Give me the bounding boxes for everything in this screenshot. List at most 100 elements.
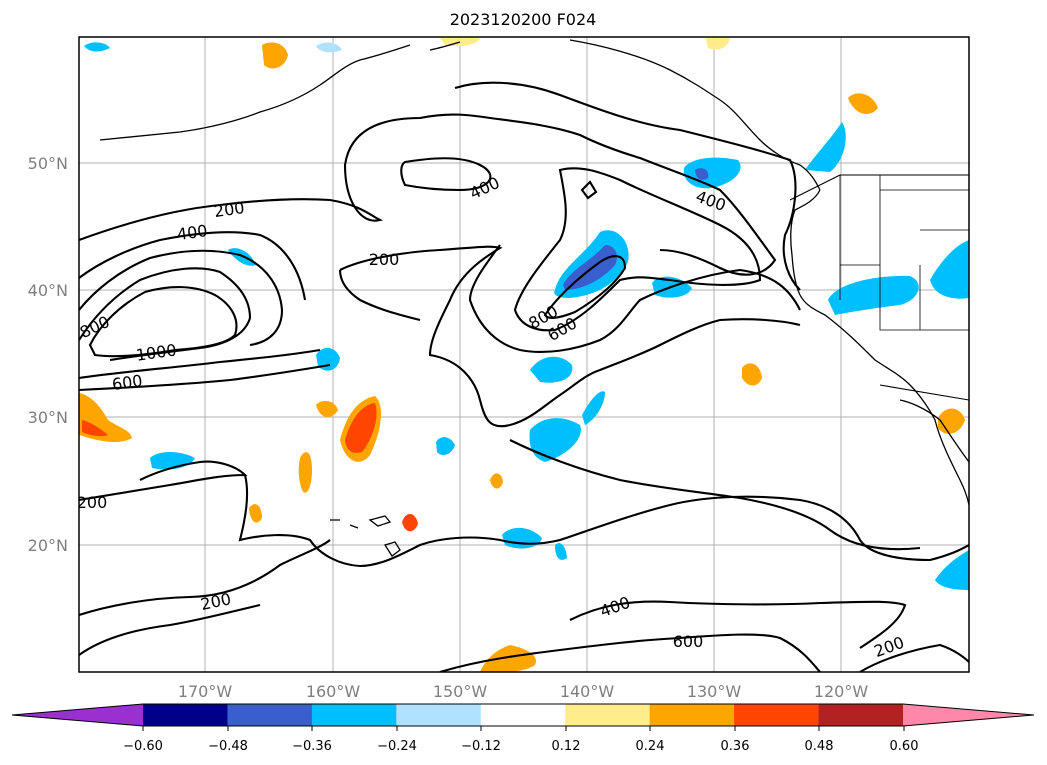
contour-200-north-loop: [454, 81, 801, 291]
patch-orange-top-130w: [706, 38, 730, 50]
patch-lightblue-top-158w: [316, 42, 342, 53]
colorbar-segment-7: [649, 704, 735, 726]
colorbar-segment-9: [818, 704, 904, 726]
cb-label-3: −0.24: [377, 739, 417, 754]
coast-baja-mainland: [899, 399, 969, 463]
patch-cyan-20n-141w: [555, 543, 567, 560]
contour-label-400-a: 400: [176, 221, 209, 244]
filled-patches: [79, 38, 969, 672]
cb-label-6: 0.24: [636, 739, 665, 754]
coast-bc-washington: [790, 189, 821, 296]
state-borders: [839, 175, 969, 331]
contour-600-south: [79, 363, 331, 392]
hawaii-islands: [330, 515, 401, 557]
contour-200-mid-left: [338, 269, 421, 322]
lon-label-170w: 170°W: [178, 682, 233, 701]
cb-label-8: 0.48: [805, 739, 834, 754]
cb-label-1: −0.48: [208, 739, 248, 754]
map-background: [79, 37, 969, 672]
cb-label-5: 0.12: [552, 739, 581, 754]
patch-cyan-top-left: [84, 42, 110, 52]
contour-label-200-a: 200: [213, 198, 246, 221]
contour-high-1000: [79, 348, 321, 380]
patch-red-29n-157w: [345, 403, 377, 453]
patch-cyan-38n-120w: [828, 275, 919, 315]
colorbar-segment-5: [480, 704, 566, 726]
patch-cyan-coast-51n: [805, 122, 846, 172]
contour-400-south: [569, 600, 907, 649]
lat-label-50n: 50°N: [28, 154, 68, 173]
lon-label-150w: 150°W: [433, 682, 488, 701]
contour-600-southeast: [509, 439, 921, 551]
patch-yellow-26n-162w: [298, 452, 312, 493]
contour-200-far-south-east: [859, 643, 969, 672]
contour-200-mid: [339, 245, 801, 428]
lat-label-20n: 20°N: [28, 536, 68, 555]
patch-orange-53n-123w: [848, 93, 878, 114]
patch-cyan-28n-151w: [436, 437, 455, 456]
contour-high-400: [79, 249, 284, 347]
contour-200-south-basin: [79, 460, 969, 568]
patch-cyan-33n-143w: [530, 356, 573, 383]
contour-400-north-loop: [400, 157, 492, 192]
patch-blue-40n-140w: [563, 245, 617, 290]
contour-400-trough: [513, 167, 762, 332]
cb-label-9: 0.60: [890, 739, 919, 754]
longitude-labels: 170°W 160°W 150°W 140°W 130°W 120°W: [178, 682, 869, 701]
cb-label-4: −0.12: [461, 739, 501, 754]
lon-label-160w: 160°W: [306, 682, 361, 701]
colorbar-tick-labels: −0.60 −0.48 −0.36 −0.24 −0.12 0.12 0.24 …: [123, 739, 918, 754]
contour-label-200-b: 200: [369, 250, 400, 269]
contour-200-far-left: [79, 603, 261, 656]
colorbar-segment-4: [396, 704, 482, 726]
colorbar: −0.60 −0.48 −0.36 −0.24 −0.12 0.12 0.24 …: [11, 703, 1035, 754]
colorbar-extend-high: [903, 704, 1034, 726]
cb-label-0: −0.60: [123, 739, 163, 754]
colorbar-segments: [12, 704, 1034, 726]
contour-800-trough: [543, 255, 627, 319]
map-frame: [78, 36, 970, 673]
patch-orange-33n-129w: [742, 363, 762, 386]
colorbar-segment-8: [734, 704, 820, 726]
contour-label-600-c: 600: [673, 632, 704, 651]
figure-title: 2023120200 F024: [450, 10, 597, 29]
patch-orange-bottom-147w: [480, 645, 536, 672]
border-us-mexico: [879, 384, 969, 401]
patch-cyan-17n-115w: [935, 550, 969, 590]
patch-red-30n-178w: [82, 420, 108, 437]
coast-california: [799, 294, 969, 506]
border-canada-us-2: [789, 174, 841, 201]
colorbar-ticks: [142, 726, 905, 731]
cb-label-7: 0.36: [721, 739, 750, 754]
contour-200-south: [79, 539, 331, 616]
lon-label-140w: 140°W: [560, 682, 615, 701]
contour-600-far-south: [439, 633, 821, 672]
patch-cyan-28n-144w: [529, 418, 581, 462]
colorbar-extend-low: [12, 704, 143, 726]
coast-alaska-panhandle: [569, 39, 821, 191]
patch-blue-48n-133w: [695, 168, 709, 180]
patch-orange-56n-165w: [262, 42, 288, 69]
patch-orange-25n-147w: [490, 473, 503, 489]
latitude-labels: 50°N 40°N 30°N 20°N: [28, 154, 68, 555]
patch-orange-23n-166w: [249, 504, 262, 523]
coast-alaska-aleutians: [99, 41, 461, 141]
colorbar-segment-6: [565, 704, 651, 726]
patch-cyan-36n-160w: [316, 347, 340, 371]
contour-label-600-a: 600: [111, 371, 144, 394]
contour-high-800: [88, 286, 238, 358]
coastlines: [99, 39, 969, 557]
colorbar-segment-3: [311, 704, 397, 726]
patch-orange-30n-161w: [316, 400, 338, 417]
contour-high-200: [79, 231, 307, 301]
patch-cyan-30n-140w: [582, 391, 605, 425]
contours: [79, 81, 969, 672]
contour-label-200-c: 200: [77, 493, 108, 512]
colorbar-segment-2: [227, 704, 313, 726]
colorbar-segment-1: [143, 704, 228, 726]
cb-label-2: −0.36: [292, 739, 332, 754]
lat-label-40n: 40°N: [28, 281, 68, 300]
lat-label-30n: 30°N: [28, 408, 68, 427]
contour-inner-trough: [468, 244, 801, 353]
